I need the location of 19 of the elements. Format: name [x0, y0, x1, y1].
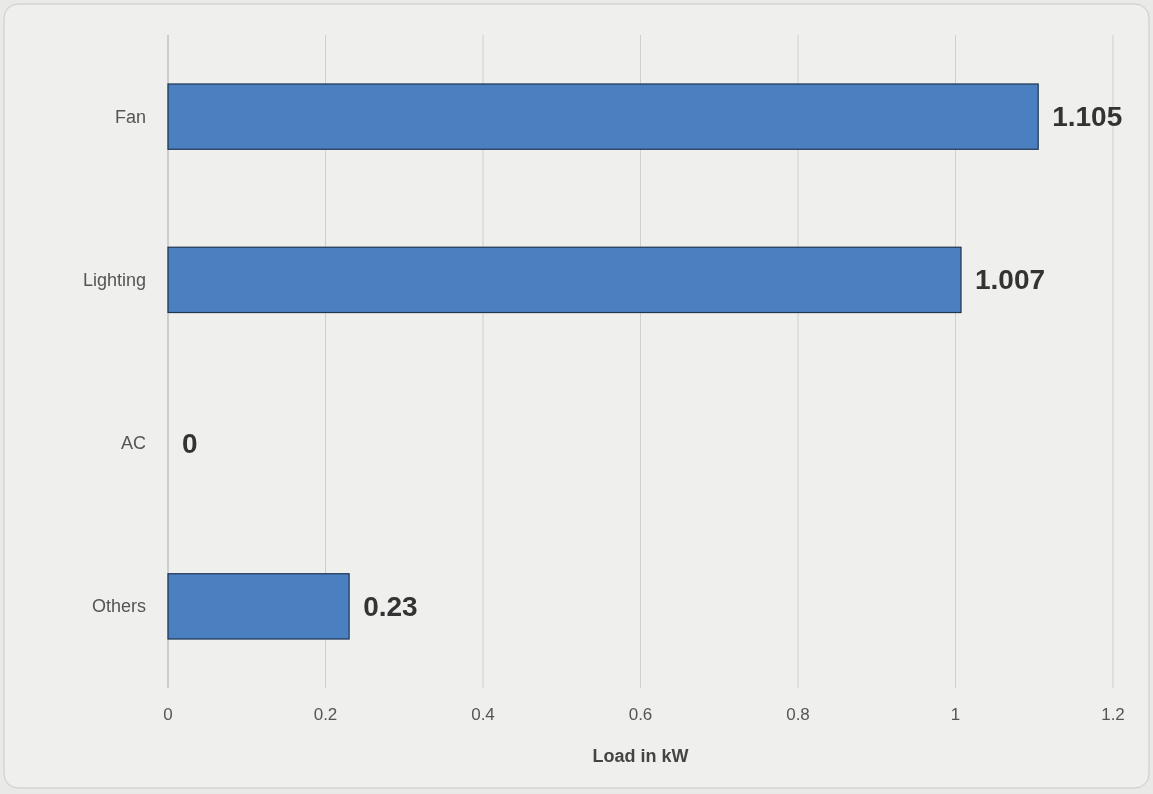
x-tick-label: 0.6	[628, 705, 653, 724]
y-tick-label: AC	[120, 433, 146, 454]
x-tick-label: 0.2	[313, 705, 338, 724]
bar	[167, 246, 962, 314]
bar	[167, 573, 350, 640]
x-tick-label: 1	[950, 705, 961, 724]
y-tick-label: Others	[91, 596, 146, 617]
bar	[167, 83, 1039, 150]
x-tick-label: 0	[163, 705, 173, 724]
data-label: 1.007	[975, 264, 1046, 296]
data-label: 0.23	[363, 590, 418, 622]
x-tick-label: 1.2	[1101, 705, 1125, 724]
y-tick-label: Fan	[114, 106, 146, 127]
data-label: 1.105	[1052, 101, 1123, 133]
x-tick-label: 0.8	[786, 705, 810, 724]
x-axis-title: Load in kW	[592, 746, 689, 766]
y-tick-label: Lighting	[82, 269, 146, 290]
x-tick-label: 0.4	[471, 705, 495, 724]
data-label: 0	[182, 427, 198, 459]
